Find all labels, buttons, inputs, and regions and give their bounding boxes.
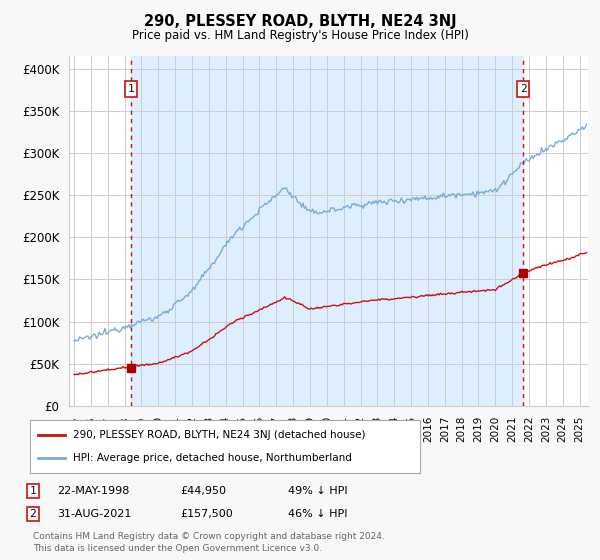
Text: 1: 1: [29, 486, 37, 496]
Text: HPI: Average price, detached house, Northumberland: HPI: Average price, detached house, Nort…: [73, 453, 352, 463]
Text: Contains HM Land Registry data © Crown copyright and database right 2024.
This d: Contains HM Land Registry data © Crown c…: [33, 532, 385, 553]
Text: 290, PLESSEY ROAD, BLYTH, NE24 3NJ (detached house): 290, PLESSEY ROAD, BLYTH, NE24 3NJ (deta…: [73, 430, 365, 440]
Text: 1: 1: [128, 84, 134, 94]
Text: 290, PLESSEY ROAD, BLYTH, NE24 3NJ: 290, PLESSEY ROAD, BLYTH, NE24 3NJ: [143, 14, 457, 29]
Text: 31-AUG-2021: 31-AUG-2021: [57, 509, 131, 519]
Text: 2: 2: [29, 509, 37, 519]
Text: 2: 2: [520, 84, 527, 94]
Text: Price paid vs. HM Land Registry's House Price Index (HPI): Price paid vs. HM Land Registry's House …: [131, 29, 469, 42]
Text: 22-MAY-1998: 22-MAY-1998: [57, 486, 130, 496]
Bar: [131, 56, 523, 406]
Text: £157,500: £157,500: [180, 509, 233, 519]
Text: 49% ↓ HPI: 49% ↓ HPI: [288, 486, 347, 496]
Text: £44,950: £44,950: [180, 486, 226, 496]
Text: 46% ↓ HPI: 46% ↓ HPI: [288, 509, 347, 519]
